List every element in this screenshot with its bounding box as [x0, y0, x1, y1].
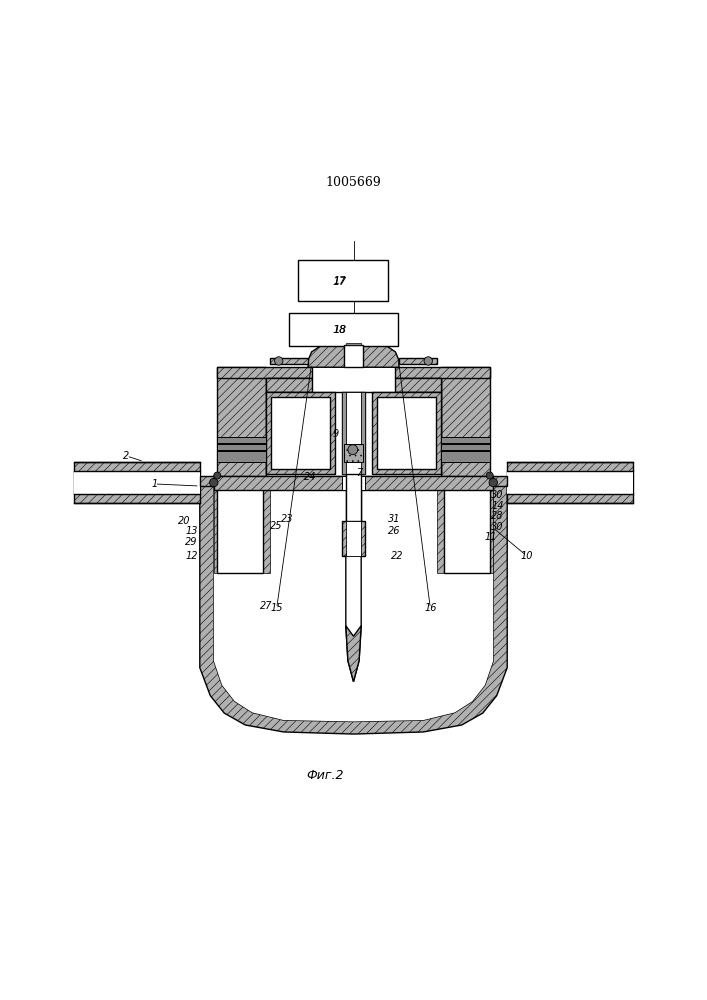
- Polygon shape: [399, 358, 438, 364]
- Text: 10: 10: [520, 551, 533, 561]
- Bar: [342, 521, 365, 556]
- Text: 13: 13: [185, 526, 198, 536]
- Polygon shape: [395, 367, 490, 378]
- Polygon shape: [266, 378, 308, 392]
- Polygon shape: [441, 367, 490, 486]
- Bar: [74, 471, 200, 494]
- Bar: [217, 437, 266, 443]
- Text: 30: 30: [491, 522, 503, 532]
- Text: 1: 1: [151, 479, 158, 489]
- Polygon shape: [214, 486, 493, 721]
- Bar: [344, 345, 363, 367]
- Circle shape: [486, 472, 493, 479]
- Text: 26: 26: [387, 526, 400, 536]
- Text: 12: 12: [185, 551, 198, 561]
- Bar: [266, 392, 334, 474]
- Text: 22: 22: [390, 551, 403, 561]
- Text: 27: 27: [260, 601, 272, 611]
- Polygon shape: [346, 556, 361, 682]
- Bar: [289, 313, 398, 346]
- Polygon shape: [263, 486, 269, 573]
- Text: 25: 25: [270, 521, 283, 531]
- Bar: [346, 392, 361, 474]
- Polygon shape: [200, 476, 217, 486]
- Bar: [342, 392, 365, 474]
- Bar: [271, 397, 329, 469]
- Polygon shape: [490, 476, 507, 486]
- Polygon shape: [507, 462, 633, 503]
- Bar: [441, 451, 490, 462]
- Text: 1005669: 1005669: [326, 176, 381, 189]
- Polygon shape: [266, 378, 312, 392]
- Polygon shape: [74, 462, 200, 503]
- Circle shape: [348, 445, 358, 455]
- Bar: [346, 521, 361, 556]
- Circle shape: [214, 472, 221, 479]
- Bar: [217, 444, 266, 450]
- Text: 11: 11: [484, 532, 497, 542]
- Text: 20: 20: [178, 516, 191, 526]
- Bar: [444, 486, 490, 573]
- Bar: [344, 444, 363, 462]
- Text: 17: 17: [332, 277, 346, 287]
- Polygon shape: [200, 486, 507, 734]
- Bar: [373, 392, 441, 474]
- Polygon shape: [490, 486, 493, 573]
- Bar: [507, 471, 633, 494]
- Polygon shape: [269, 358, 308, 364]
- Bar: [342, 476, 365, 490]
- Bar: [441, 444, 490, 450]
- Polygon shape: [217, 367, 266, 486]
- Text: 17: 17: [333, 276, 346, 286]
- Circle shape: [274, 357, 283, 365]
- Polygon shape: [438, 486, 444, 573]
- Polygon shape: [361, 392, 365, 474]
- Bar: [441, 437, 490, 443]
- Polygon shape: [342, 392, 346, 474]
- Text: 16: 16: [424, 603, 437, 613]
- Polygon shape: [395, 378, 441, 392]
- Text: 15: 15: [270, 603, 283, 613]
- Text: 7: 7: [356, 468, 362, 478]
- Text: 24: 24: [304, 472, 317, 482]
- Text: 18: 18: [333, 325, 346, 335]
- Text: 14: 14: [491, 501, 503, 511]
- Polygon shape: [217, 367, 312, 378]
- Text: 23: 23: [281, 514, 293, 524]
- Bar: [217, 451, 266, 462]
- Circle shape: [209, 478, 218, 487]
- Bar: [217, 486, 263, 573]
- Bar: [346, 343, 361, 345]
- Text: 18: 18: [332, 325, 346, 335]
- Bar: [298, 260, 388, 301]
- Text: 29: 29: [185, 537, 198, 547]
- Text: 9: 9: [333, 429, 339, 439]
- Text: 31: 31: [387, 514, 400, 524]
- Bar: [346, 474, 361, 521]
- Polygon shape: [214, 476, 493, 490]
- Text: 28: 28: [491, 511, 503, 521]
- Circle shape: [424, 357, 433, 365]
- Polygon shape: [346, 626, 361, 682]
- Text: 2: 2: [123, 451, 129, 461]
- Text: 30: 30: [491, 490, 503, 500]
- Polygon shape: [399, 378, 441, 392]
- Circle shape: [489, 478, 498, 487]
- Polygon shape: [214, 486, 217, 573]
- Bar: [378, 397, 436, 469]
- Text: Фиг.2: Фиг.2: [307, 769, 344, 782]
- Polygon shape: [308, 342, 399, 367]
- Polygon shape: [217, 476, 490, 486]
- Bar: [266, 392, 441, 476]
